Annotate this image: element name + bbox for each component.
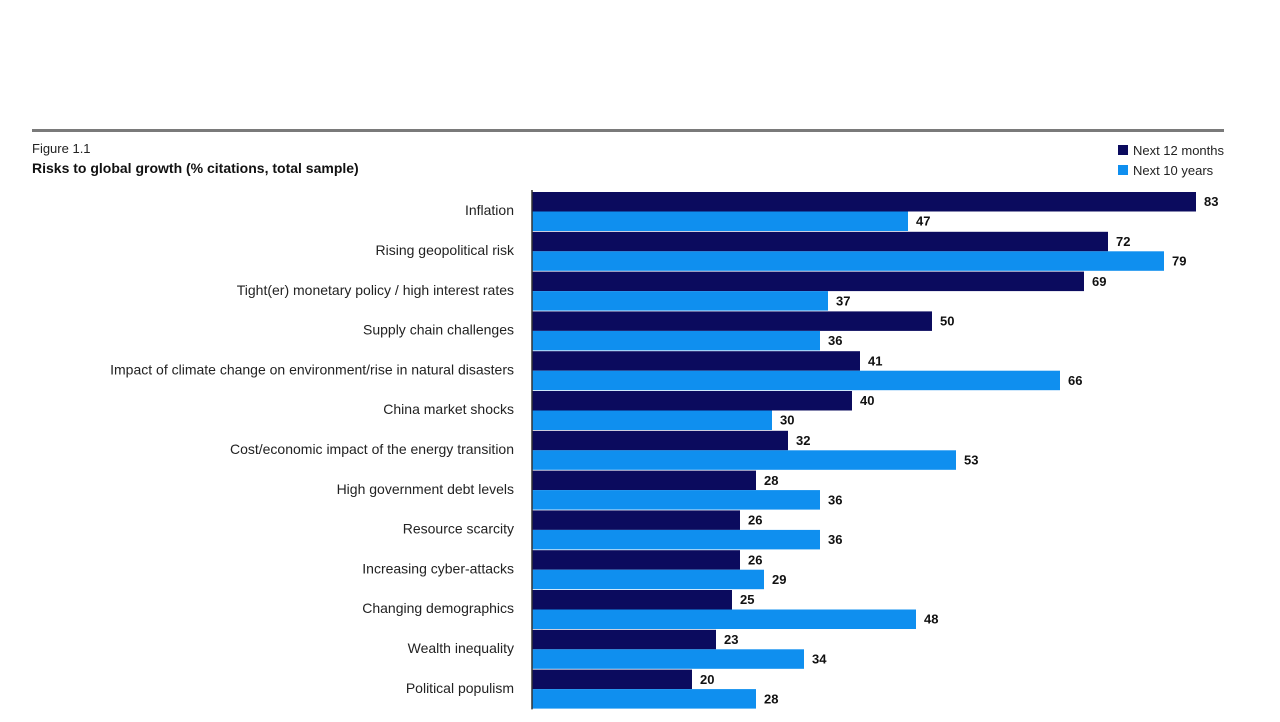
value-label-next-10-years-cost-economic-impact-of-the-energy-transition: 53 <box>964 452 978 467</box>
bar-next-10-years-high-government-debt-levels <box>532 490 820 510</box>
category-label-changing-demographics: Changing demographics <box>362 600 514 616</box>
value-label-next-12-months-supply-chain-challenges: 50 <box>940 314 954 329</box>
value-label-next-10-years-increasing-cyber-attacks: 29 <box>772 572 786 587</box>
value-label-next-12-months-inflation: 83 <box>1204 194 1218 209</box>
bar-next-10-years-supply-chain-challenges <box>532 330 820 351</box>
category-label-resource-scarcity: Resource scarcity <box>403 521 514 537</box>
bar-next-10-years-impact-of-climate-change-on-environment-rise-in-natural-disasters <box>532 370 1060 391</box>
legend-item-next-12-months: Next 12 months <box>1117 140 1224 160</box>
bar-next-10-years-china-market-shocks <box>532 410 772 430</box>
bar-next-12-months-high-government-debt-levels <box>532 470 756 491</box>
value-label-next-12-months-political-populism: 20 <box>700 672 714 687</box>
bar-next-10-years-resource-scarcity <box>532 529 820 550</box>
category-label-tight-er-monetary-policy-high-interest-rates: Tight(er) monetary policy / high interes… <box>237 282 514 298</box>
bar-next-10-years-inflation <box>532 211 908 231</box>
value-label-next-10-years-china-market-shocks: 30 <box>780 413 794 428</box>
value-label-next-10-years-high-government-debt-levels: 36 <box>828 492 842 507</box>
value-label-next-10-years-supply-chain-challenges: 36 <box>828 333 842 348</box>
bar-next-10-years-cost-economic-impact-of-the-energy-transition <box>532 450 956 470</box>
legend: Next 12 months Next 10 years <box>1117 140 1224 180</box>
value-label-next-12-months-wealth-inequality: 23 <box>724 632 738 647</box>
bar-next-10-years-changing-demographics <box>532 609 916 629</box>
category-label-increasing-cyber-attacks: Increasing cyber-attacks <box>362 560 514 576</box>
bar-next-10-years-political-populism <box>532 689 756 709</box>
bar-next-12-months-political-populism <box>532 669 692 690</box>
bar-next-10-years-tight-er-monetary-policy-high-interest-rates <box>532 291 828 311</box>
value-label-next-12-months-cost-economic-impact-of-the-energy-transition: 32 <box>796 433 810 448</box>
category-label-political-populism: Political populism <box>406 680 514 696</box>
category-label-wealth-inequality: Wealth inequality <box>408 640 514 656</box>
value-label-next-12-months-impact-of-climate-change-on-environment-rise-in-natural-disasters: 41 <box>868 353 882 368</box>
value-label-next-10-years-changing-demographics: 48 <box>924 612 938 627</box>
legend-swatch-next-12-months <box>1117 145 1128 155</box>
bar-next-10-years-wealth-inequality <box>532 649 804 669</box>
bar-next-12-months-china-market-shocks <box>532 391 852 411</box>
bar-next-12-months-increasing-cyber-attacks <box>532 550 740 570</box>
value-label-next-10-years-resource-scarcity: 36 <box>828 532 842 547</box>
top-rule <box>32 129 1224 132</box>
category-label-rising-geopolitical-risk: Rising geopolitical risk <box>375 242 515 258</box>
bar-next-10-years-increasing-cyber-attacks <box>532 569 764 590</box>
bar-next-12-months-rising-geopolitical-risk <box>532 231 1108 252</box>
chart-title: Risks to global growth (% citations, tot… <box>32 160 359 176</box>
value-label-next-10-years-political-populism: 28 <box>764 691 778 706</box>
bar-next-12-months-wealth-inequality <box>532 629 716 650</box>
legend-label-next-10-years: Next 10 years <box>1132 162 1214 178</box>
category-label-supply-chain-challenges: Supply chain challenges <box>363 322 514 338</box>
value-label-next-12-months-tight-er-monetary-policy-high-interest-rates: 69 <box>1092 274 1106 289</box>
legend-label-next-12-months: Next 12 months <box>1132 142 1224 158</box>
figure-label: Figure 1.1 <box>32 141 91 156</box>
bar-next-12-months-resource-scarcity <box>532 510 740 530</box>
value-label-next-10-years-tight-er-monetary-policy-high-interest-rates: 37 <box>836 293 850 308</box>
bar-next-12-months-tight-er-monetary-policy-high-interest-rates <box>532 271 1084 292</box>
value-label-next-12-months-changing-demographics: 25 <box>740 592 754 607</box>
bar-next-12-months-supply-chain-challenges <box>532 311 932 331</box>
value-label-next-12-months-high-government-debt-levels: 28 <box>764 473 778 488</box>
value-label-next-12-months-rising-geopolitical-risk: 72 <box>1116 234 1130 249</box>
value-label-next-10-years-impact-of-climate-change-on-environment-rise-in-natural-disasters: 66 <box>1068 373 1082 388</box>
legend-swatch-next-10-years <box>1117 165 1128 175</box>
bar-next-12-months-changing-demographics <box>532 590 732 610</box>
bar-next-12-months-inflation <box>532 192 1196 212</box>
category-label-china-market-shocks: China market shocks <box>383 401 514 417</box>
bar-next-12-months-impact-of-climate-change-on-environment-rise-in-natural-disasters <box>532 351 860 371</box>
category-label-inflation: Inflation <box>465 202 514 218</box>
value-label-next-12-months-china-market-shocks: 40 <box>860 393 874 408</box>
value-label-next-10-years-wealth-inequality: 34 <box>812 651 827 666</box>
category-label-impact-of-climate-change-on-environment-rise-in-natural-disasters: Impact of climate change on environment/… <box>110 361 514 377</box>
bar-next-12-months-cost-economic-impact-of-the-energy-transition <box>532 430 788 451</box>
value-label-next-10-years-inflation: 47 <box>916 214 930 229</box>
category-label-cost-economic-impact-of-the-energy-transition: Cost/economic impact of the energy trans… <box>230 441 514 457</box>
value-label-next-12-months-increasing-cyber-attacks: 26 <box>748 552 762 567</box>
category-label-high-government-debt-levels: High government debt levels <box>337 481 514 497</box>
value-label-next-10-years-rising-geopolitical-risk: 79 <box>1172 253 1186 268</box>
value-label-next-12-months-resource-scarcity: 26 <box>748 513 762 528</box>
bar-next-10-years-rising-geopolitical-risk <box>532 251 1164 271</box>
legend-item-next-10-years: Next 10 years <box>1117 160 1224 180</box>
